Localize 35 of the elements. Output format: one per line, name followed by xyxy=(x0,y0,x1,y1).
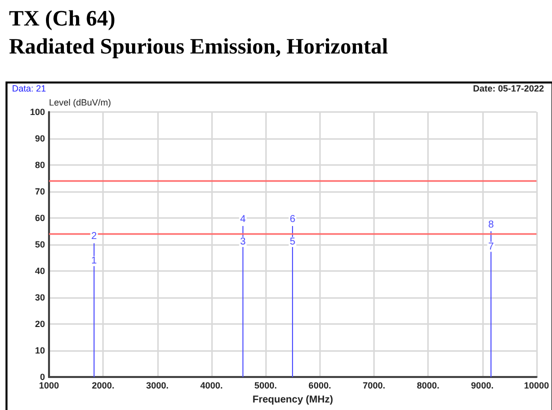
y-tick-label: 50 xyxy=(34,240,45,250)
x-tick-label: 1000 xyxy=(38,380,60,391)
x-tick-label: 2000. xyxy=(92,380,114,391)
x-tick-label: 6000. xyxy=(308,380,332,391)
x-tick-label: 10000 xyxy=(524,380,549,391)
y-tick-label: 20 xyxy=(34,319,45,330)
y-tick-label: 60 xyxy=(34,213,45,224)
x-tick-label: 5000. xyxy=(254,380,277,391)
x-axis-title: Frequency (MHz) xyxy=(252,394,334,406)
y-tick-label: 30 xyxy=(34,292,45,303)
annotation: 1 xyxy=(91,256,98,267)
x-tick-label: 8000. xyxy=(416,380,440,391)
annotation: 6 xyxy=(290,214,296,225)
chart-title: TX (Ch 64) xyxy=(9,6,116,30)
x-tick-label: 4000. xyxy=(200,380,223,391)
text: Data: 21 xyxy=(12,84,46,94)
annotation: 4 xyxy=(240,214,246,225)
annotation: 8 xyxy=(488,219,494,230)
y-tick-label: 90 xyxy=(34,134,45,144)
y-tick-label: 10 xyxy=(34,346,45,356)
chart-subtitle: Radiated Spurious Emission, Horizontal xyxy=(9,34,388,58)
x-tick-label: 3000. xyxy=(146,380,169,391)
y-tick-label: 0 xyxy=(40,372,45,382)
y-tick-label: 70 xyxy=(34,186,45,197)
x-tick-label: 7000. xyxy=(362,380,386,391)
annotation: 5 xyxy=(290,236,296,248)
y-tick-label: 100 xyxy=(30,107,45,117)
y-tick-label: 40 xyxy=(34,266,45,276)
annotation: 2 xyxy=(91,231,98,242)
text: Date: 05-17-2022 xyxy=(472,84,544,94)
x-tick-label: 9000. xyxy=(471,380,494,391)
annotation: 3 xyxy=(240,236,246,248)
y-tick-label: 80 xyxy=(34,160,45,170)
annotation: 7 xyxy=(488,241,494,252)
y-axis-title: Level (dBuV/m) xyxy=(49,98,112,108)
